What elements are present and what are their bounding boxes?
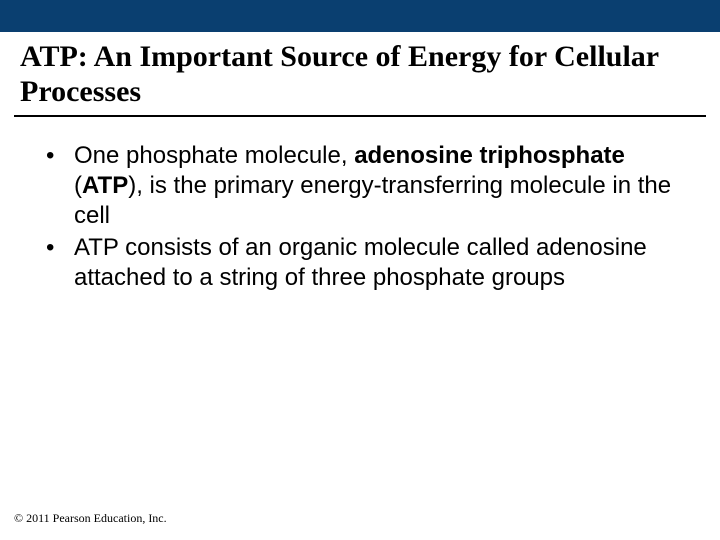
- bullet-text: ATP consists of an organic molecule call…: [74, 233, 680, 293]
- bullet-text-segment: One phosphate molecule,: [74, 142, 354, 169]
- bullet-text-bold: adenosine triphosphate: [354, 142, 625, 169]
- slide-title: ATP: An Important Source of Energy for C…: [0, 32, 720, 109]
- header-bar: [0, 0, 720, 32]
- content-area: • One phosphate molecule, adenosine trip…: [0, 117, 720, 293]
- bullet-item: • ATP consists of an organic molecule ca…: [46, 233, 680, 293]
- bullet-text-segment: ), is the primary energy-transferring mo…: [74, 172, 671, 229]
- bullet-text-segment: ATP consists of an organic molecule call…: [74, 234, 647, 291]
- bullet-dot-icon: •: [46, 141, 60, 171]
- bullet-text-segment: (: [74, 172, 82, 199]
- bullet-dot-icon: •: [46, 233, 60, 263]
- bullet-item: • One phosphate molecule, adenosine trip…: [46, 141, 680, 231]
- bullet-text-bold: ATP: [82, 172, 128, 199]
- bullet-text: One phosphate molecule, adenosine tripho…: [74, 141, 680, 231]
- copyright-footer: © 2011 Pearson Education, Inc.: [14, 511, 167, 526]
